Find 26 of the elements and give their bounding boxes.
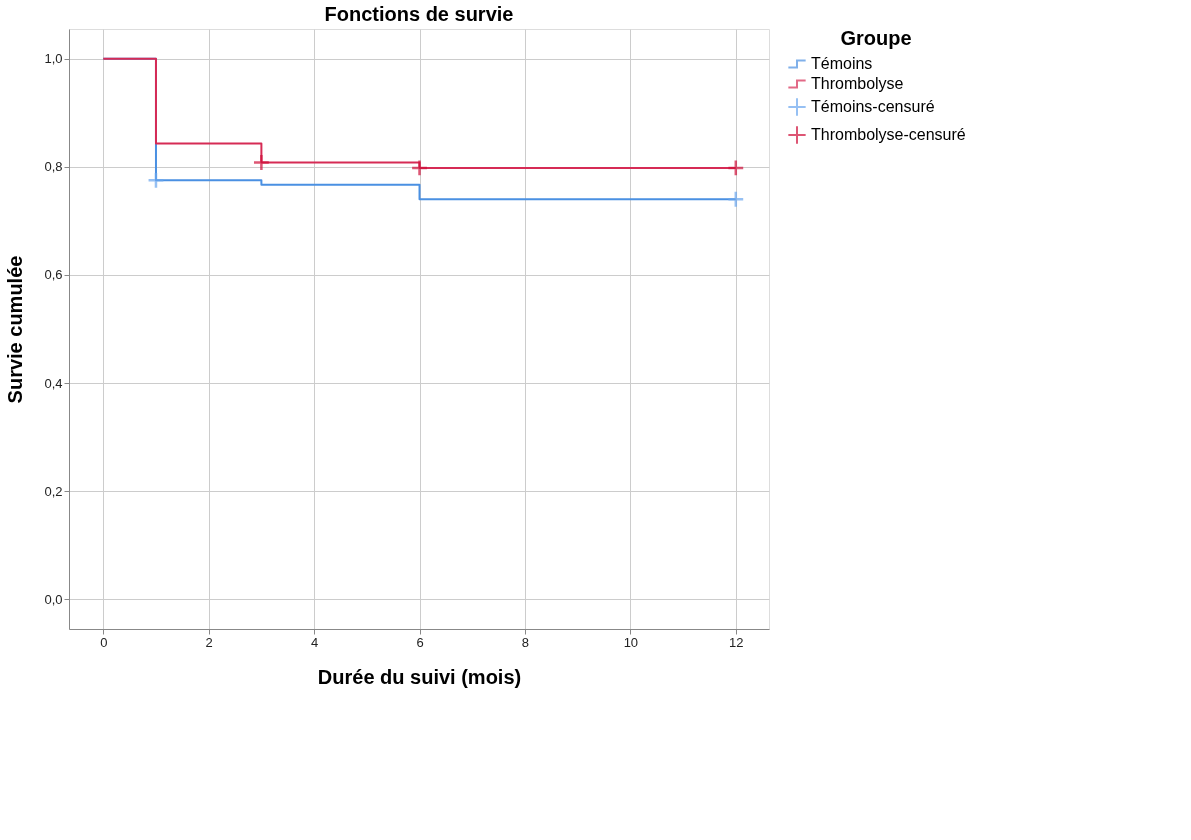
y-tick-label: 0,2 — [44, 483, 63, 499]
legend-label: Témoins-censuré — [811, 98, 935, 115]
x-tick-label: 4 — [310, 634, 319, 650]
y-axis-title: Survie cumulée — [4, 255, 27, 404]
x-tick-label: 6 — [416, 634, 424, 650]
x-tick-label: 10 — [623, 634, 639, 650]
point — [727, 159, 745, 177]
y-tick-label: 0,8 — [44, 159, 63, 175]
point — [727, 190, 745, 208]
x-tick-label: 0 — [100, 634, 108, 650]
legend-title: Groupe — [840, 27, 912, 49]
y-tick-label: 0,6 — [44, 267, 63, 283]
y-tick-label: 0,4 — [44, 375, 63, 391]
x-tick-label: 12 — [729, 634, 744, 650]
x-axis-title: Durée du suivi (mois) — [317, 665, 522, 688]
legend-label: Thrombolyse-censuré — [811, 126, 966, 143]
y-tick-label: 1,0 — [44, 51, 63, 67]
y-tick-label: 0,0 — [44, 591, 63, 607]
x-tick-label: 2 — [205, 634, 213, 650]
point — [410, 159, 429, 177]
chart-title: Fonctions de survie — [324, 3, 514, 25]
point — [252, 153, 271, 172]
legend-label: Témoins — [811, 55, 873, 72]
point — [147, 171, 165, 190]
x-tick-label: 8 — [521, 634, 530, 650]
legend-label: Thrombolyse — [811, 75, 904, 92]
